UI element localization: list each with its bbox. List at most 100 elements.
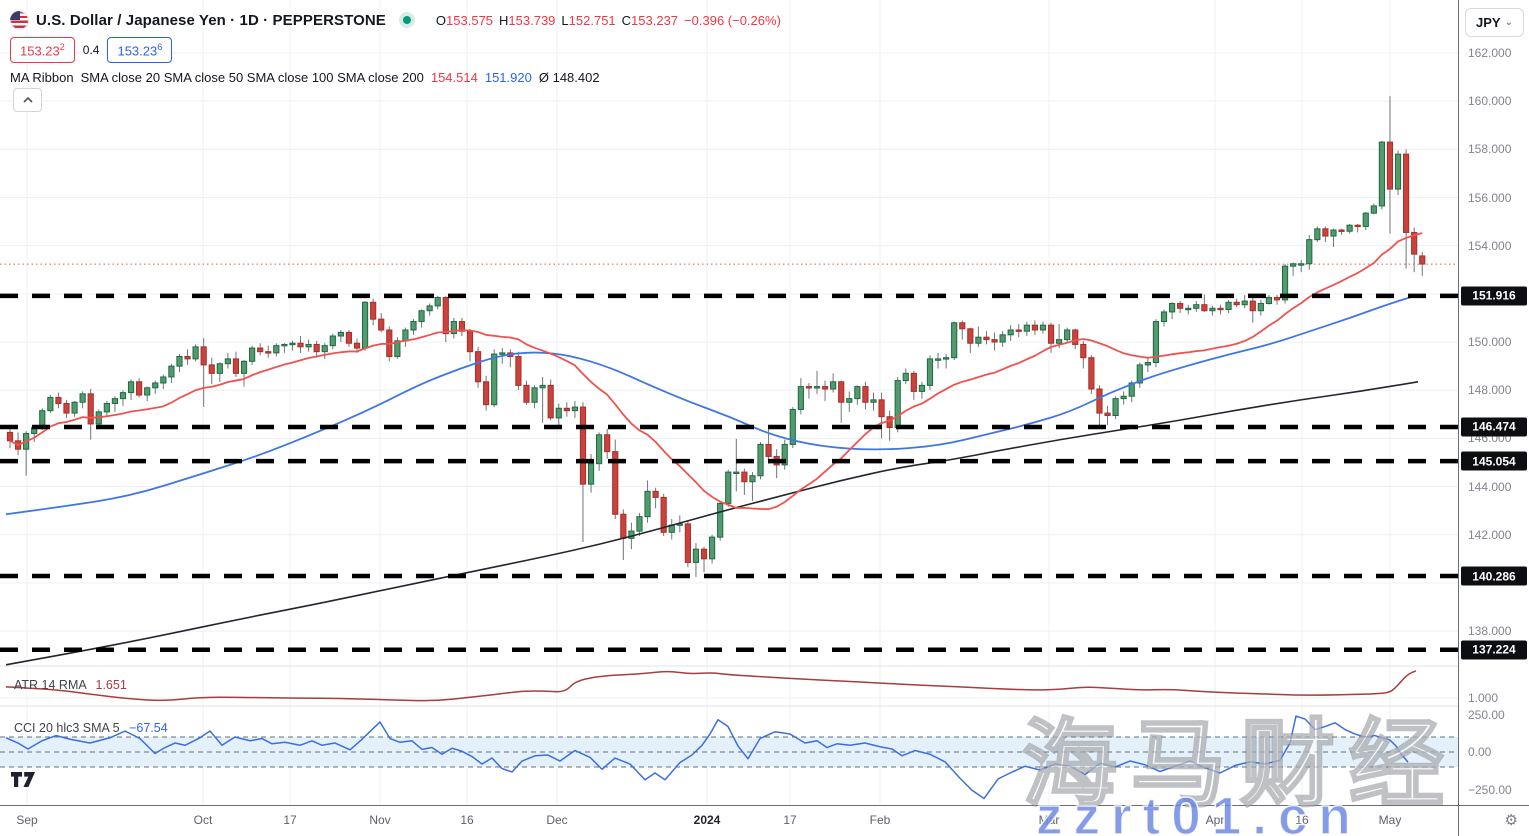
atr-label: ATR 14 RMA xyxy=(14,678,87,692)
candle-body xyxy=(297,342,304,348)
indicator-legend[interactable]: MA Ribbon SMA close 20 SMA close 50 SMA … xyxy=(10,70,781,85)
candle-body xyxy=(1193,304,1200,309)
candle-body xyxy=(321,345,328,353)
change-value: −0.396 (−0.26%) xyxy=(684,12,781,28)
candle-body xyxy=(265,351,272,354)
candle-body xyxy=(240,360,248,374)
candle-body xyxy=(999,334,1006,343)
candlestick-series[interactable] xyxy=(6,96,1426,577)
candle-body xyxy=(1177,302,1184,309)
candle-body xyxy=(1411,231,1418,255)
candle-body xyxy=(87,393,94,425)
candle-body xyxy=(870,399,877,403)
candle-body xyxy=(249,347,256,362)
candle-body xyxy=(442,296,449,335)
candle-body xyxy=(361,301,369,349)
open-label: O xyxy=(435,12,447,28)
price-axis-label: 158.000 xyxy=(1468,142,1512,157)
close-label: C xyxy=(621,12,632,28)
candle-body xyxy=(176,355,183,367)
candle-body xyxy=(402,329,409,342)
candle-body xyxy=(781,443,788,466)
candle-body xyxy=(910,372,917,392)
cci-pane-legend[interactable]: CCI 20 hlc3 SMA 5 −67.54 xyxy=(14,721,168,735)
candle-body xyxy=(757,443,764,477)
ohlc-readout: O153.575 H153.739 L152.751 C153.237 −0.3… xyxy=(436,13,781,28)
price-axis-label: 162.000 xyxy=(1468,45,1512,60)
candle-body xyxy=(103,402,110,413)
sell-price-button[interactable]: 153.232 xyxy=(10,37,75,63)
candle-body xyxy=(813,386,821,389)
price-axis-label: 144.000 xyxy=(1468,479,1512,494)
price-level-badge: 137.224 xyxy=(1461,640,1527,660)
candle-body xyxy=(579,406,587,485)
cci-axis-label: 250.00 xyxy=(1468,707,1505,722)
currency-label: JPY xyxy=(1476,15,1501,30)
cci-axis-label: −250.00 xyxy=(1468,782,1512,797)
candle-body xyxy=(1257,302,1264,312)
candle-body xyxy=(353,342,361,349)
candle-body xyxy=(636,516,643,532)
atr-axis-label: 1.000 xyxy=(1468,691,1499,706)
candle-body xyxy=(725,471,732,504)
candle-body xyxy=(604,434,611,453)
candle-body xyxy=(1112,398,1119,416)
price-axis[interactable]: JPY ⌄ 162.000 160.000 158.000 156.000 154.00… xyxy=(1458,0,1529,805)
chevron-down-icon: ⌄ xyxy=(1504,16,1513,28)
candle-body xyxy=(1338,229,1345,232)
us-flag-icon xyxy=(10,10,29,30)
candle-body xyxy=(571,406,578,412)
candle-body xyxy=(596,434,603,465)
market-status-icon[interactable] xyxy=(398,12,415,28)
collapse-legend-button[interactable] xyxy=(13,88,42,112)
buy-price-button[interactable]: 153.236 xyxy=(107,37,173,63)
gear-icon[interactable]: ⚙ xyxy=(1504,812,1518,829)
candle-body xyxy=(289,342,296,346)
candle-body xyxy=(515,355,522,386)
candle-body xyxy=(483,381,490,406)
candle-body xyxy=(1201,304,1208,312)
candle-body xyxy=(975,336,982,344)
candle-body xyxy=(458,321,466,332)
currency-selector-button[interactable]: JPY ⌄ xyxy=(1465,8,1524,37)
time-axis[interactable]: Sep Oct 17 Nov 16 Dec 2024 17 Feb Mar Apr 16 May xyxy=(0,805,1458,836)
candle-body xyxy=(1225,301,1232,311)
candle-body xyxy=(1144,362,1151,366)
candle-body xyxy=(1136,364,1143,384)
candle-body xyxy=(184,355,191,360)
candle-body xyxy=(345,331,353,344)
candle-body xyxy=(305,343,312,348)
candle-body xyxy=(1007,329,1014,336)
candle-body xyxy=(1403,153,1410,233)
candle-body xyxy=(200,346,207,366)
candle-body xyxy=(918,384,926,392)
tradingview-logo[interactable] xyxy=(11,772,37,787)
candle-body xyxy=(168,365,175,378)
candle-body xyxy=(620,513,627,539)
candle-body xyxy=(111,398,119,404)
candle-body xyxy=(192,346,199,360)
candle-body xyxy=(854,386,861,400)
atr-pane-legend[interactable]: ATR 14 RMA 1.651 xyxy=(14,678,127,692)
price-level-badge: 151.916 xyxy=(1461,286,1527,306)
candle-body xyxy=(539,384,546,389)
time-axis-label: Apr xyxy=(1205,813,1225,827)
cci-axis-label: 0.00 xyxy=(1468,745,1492,760)
low-value: 152.751 xyxy=(568,12,616,28)
candle-body xyxy=(733,471,740,475)
candle-body xyxy=(555,407,562,419)
candle-body xyxy=(741,471,748,483)
symbol-title[interactable]: U.S. Dollar / Japanese Yen · 1D · PEPPER… xyxy=(36,11,386,29)
candle-body xyxy=(943,357,950,360)
chevron-up-icon xyxy=(22,97,33,103)
candle-body xyxy=(208,364,215,374)
candle-body xyxy=(1370,205,1377,214)
candle-body xyxy=(708,536,716,560)
candle-body xyxy=(1072,329,1079,345)
candle-body xyxy=(1056,339,1063,344)
candle-body xyxy=(63,402,70,414)
candle-body xyxy=(1088,357,1095,390)
time-axis-label: 17 xyxy=(783,813,797,827)
candle-body xyxy=(612,451,619,515)
